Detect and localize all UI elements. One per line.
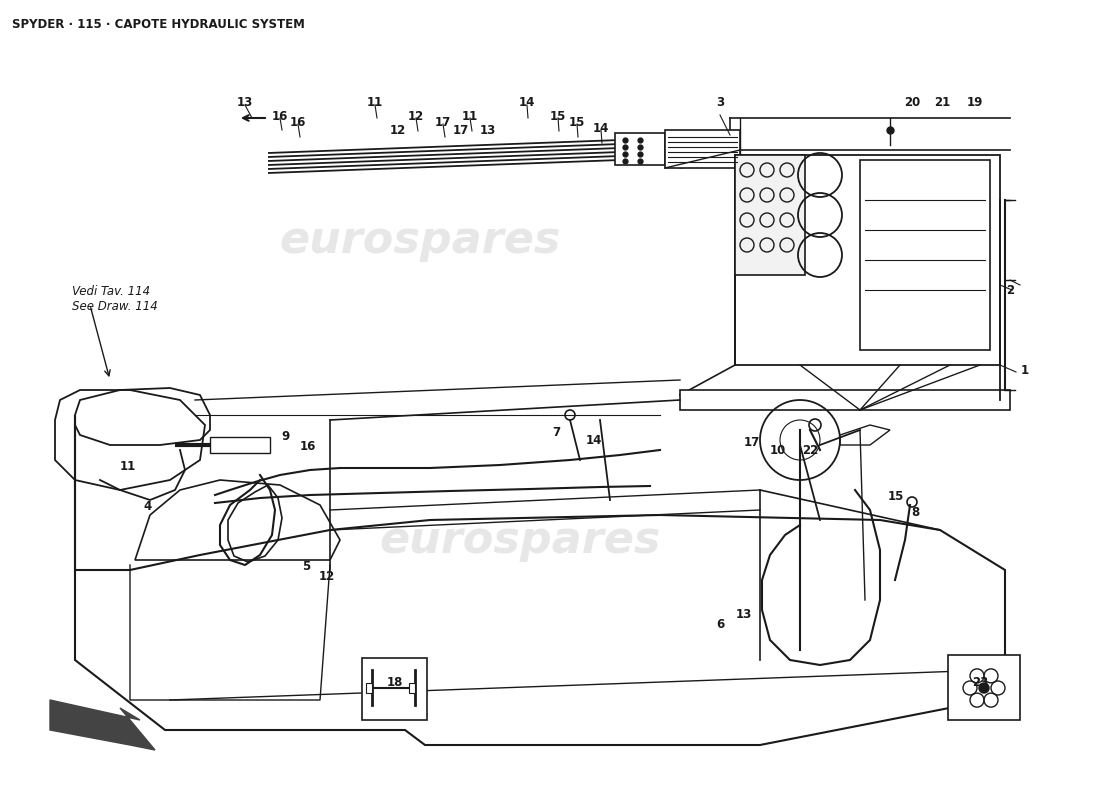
Text: 7: 7 <box>552 426 560 438</box>
Text: 10: 10 <box>770 445 786 458</box>
Text: 8: 8 <box>911 506 920 519</box>
Text: 3: 3 <box>716 97 724 110</box>
Bar <box>666 130 740 168</box>
Bar <box>210 437 270 453</box>
Text: 12: 12 <box>389 125 406 138</box>
Bar <box>366 683 372 693</box>
Text: 15: 15 <box>888 490 904 503</box>
Text: 11: 11 <box>462 110 478 122</box>
Bar <box>735 155 1000 365</box>
Text: 13: 13 <box>480 125 496 138</box>
Text: 5: 5 <box>301 561 310 574</box>
Text: 23: 23 <box>972 677 988 690</box>
Text: 16: 16 <box>289 115 306 129</box>
Bar <box>362 658 427 720</box>
Text: 13: 13 <box>736 607 752 621</box>
Text: 22: 22 <box>802 445 818 458</box>
Text: 14: 14 <box>519 97 536 110</box>
Text: 4: 4 <box>144 501 152 514</box>
Bar <box>409 683 415 693</box>
Text: Vedi Tav. 114
See Draw. 114: Vedi Tav. 114 See Draw. 114 <box>72 285 157 313</box>
Bar <box>948 655 1020 720</box>
Bar <box>735 155 805 275</box>
Text: 1: 1 <box>1021 363 1030 377</box>
Polygon shape <box>50 700 155 750</box>
Text: 14: 14 <box>593 122 609 134</box>
Text: 14: 14 <box>586 434 602 447</box>
Text: 17: 17 <box>434 115 451 129</box>
Text: 12: 12 <box>408 110 425 122</box>
Text: 17: 17 <box>453 125 469 138</box>
Text: 11: 11 <box>367 97 383 110</box>
Text: 18: 18 <box>387 677 404 690</box>
Text: 6: 6 <box>716 618 724 631</box>
Text: 12: 12 <box>319 570 336 582</box>
Text: 19: 19 <box>967 97 983 110</box>
Circle shape <box>979 683 989 693</box>
Text: 11: 11 <box>120 459 136 473</box>
Text: 16: 16 <box>272 110 288 122</box>
Text: SPYDER · 115 · CAPOTE HYDRAULIC SYSTEM: SPYDER · 115 · CAPOTE HYDRAULIC SYSTEM <box>12 18 305 31</box>
Text: 9: 9 <box>280 430 289 443</box>
Bar <box>860 160 990 350</box>
Text: eurospares: eurospares <box>379 518 661 562</box>
Text: 20: 20 <box>904 97 920 110</box>
Text: 15: 15 <box>569 115 585 129</box>
Text: 21: 21 <box>934 97 950 110</box>
Text: 15: 15 <box>550 110 566 122</box>
Text: eurospares: eurospares <box>279 218 561 262</box>
Bar <box>680 390 1010 410</box>
Text: 13: 13 <box>236 97 253 110</box>
Text: 16: 16 <box>300 439 316 453</box>
Text: 2: 2 <box>1005 283 1014 297</box>
Text: 17: 17 <box>744 437 760 450</box>
Bar <box>615 133 666 165</box>
